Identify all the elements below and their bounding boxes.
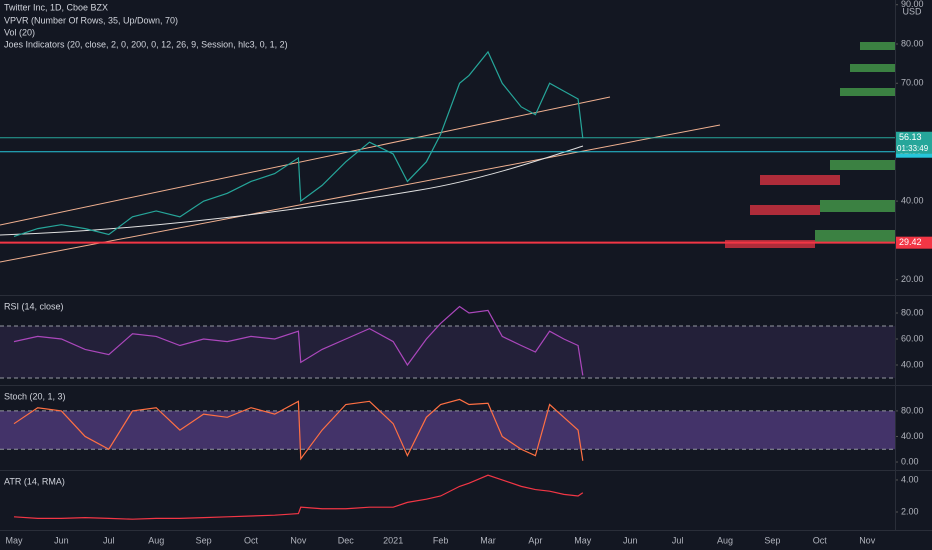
volume-profile [815, 42, 895, 242]
series-line [13, 398, 584, 461]
x-tick-label: Jul [672, 535, 684, 545]
indicator-label: Joes Indicators (20, close, 2, 0, 200, 0… [4, 39, 288, 49]
x-tick-label: May [5, 535, 23, 545]
x-tick-label: Nov [290, 535, 307, 545]
y-tick-label: 80.00 [901, 405, 924, 415]
price-label-bg [895, 131, 932, 144]
y-tick-label: 70.00 [901, 78, 924, 88]
y-tick-label: 40.00 [901, 431, 924, 441]
y-tick-label: 90.00 [901, 0, 924, 9]
chart-title: Twitter Inc, 1D, Cboe BZX [4, 2, 108, 12]
x-tick-label: Jul [103, 535, 115, 545]
x-tick-label: Dec [338, 535, 355, 545]
x-tick-label: Oct [813, 535, 828, 545]
x-tick-label: Oct [244, 535, 259, 545]
y-tick-label: 0.00 [901, 456, 919, 466]
pane-title: ATR (14, RMA) [4, 476, 65, 486]
indicator-label: Vol (20) [4, 27, 35, 37]
price-label: 29.42 [899, 237, 922, 247]
x-tick-label: Aug [717, 535, 733, 545]
y-tick-label: 40.00 [901, 359, 924, 369]
y-tick-label: 60.00 [901, 333, 924, 343]
x-tick-label: May [574, 535, 592, 545]
y-tick-label: 2.00 [901, 506, 919, 516]
x-tick-label: Mar [480, 535, 496, 545]
x-tick-label: Sep [764, 535, 780, 545]
pane-title: Stoch (20, 1, 3) [4, 391, 66, 401]
currency: USD [902, 6, 922, 16]
indicator-label: VPVR (Number Of Rows, 35, Up/Down, 70) [4, 15, 178, 25]
volume-profile-down [725, 175, 840, 248]
channel-top [0, 96, 611, 226]
x-tick-label: Nov [859, 535, 876, 545]
countdown-bg [895, 142, 932, 154]
x-tick-label: Sep [196, 535, 212, 545]
y-tick-label: 4.00 [901, 474, 919, 484]
price-label-bg [895, 236, 932, 249]
series-line [13, 305, 584, 376]
x-tick-label: Apr [528, 535, 542, 545]
pane-title: RSI (14, close) [4, 301, 64, 311]
x-tick-label: Feb [433, 535, 449, 545]
band [0, 326, 895, 378]
x-tick-label: Jun [54, 535, 69, 545]
y-tick-label: 80.00 [901, 307, 924, 317]
x-tick-label: 2021 [383, 535, 403, 545]
y-tick-label: 40.00 [901, 195, 924, 205]
x-tick-label: Jun [623, 535, 638, 545]
y-tick-label: 80.00 [901, 38, 924, 48]
countdown: 01:33:49 [897, 144, 929, 153]
y-tick-label: 20.00 [901, 274, 924, 284]
series-line [13, 50, 584, 238]
x-tick-label: Aug [148, 535, 164, 545]
series-line [13, 474, 584, 520]
band [0, 410, 895, 450]
price-label: 56.13 [899, 132, 922, 142]
channel-bottom [0, 124, 721, 263]
